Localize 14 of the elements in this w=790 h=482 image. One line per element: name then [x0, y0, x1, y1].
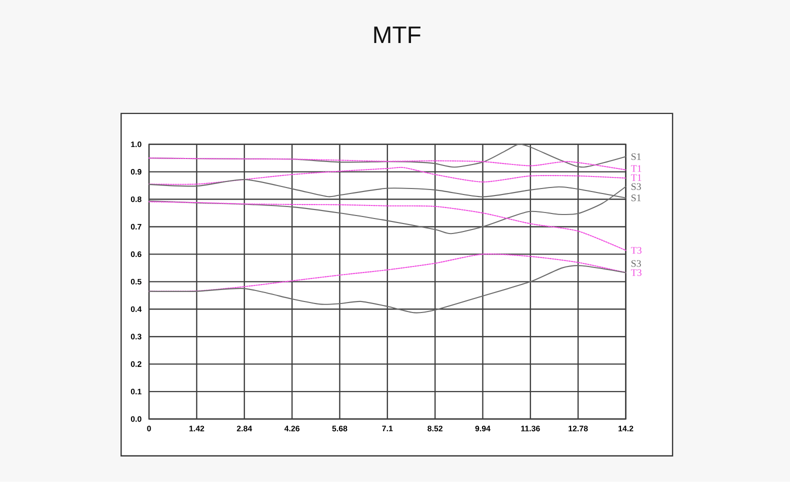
series-label: S1 [631, 194, 641, 202]
line-series [148, 201, 626, 252]
line-series [148, 167, 626, 186]
series-label: T1 [631, 165, 642, 172]
line-series [148, 265, 626, 314]
series-label: S1 [631, 153, 641, 160]
line-series [148, 158, 626, 171]
series-label: T3 [631, 247, 642, 254]
chart-title: MTF [374, 26, 420, 44]
series-label: T3 [631, 269, 642, 276]
series-label: S3 [631, 260, 641, 268]
line-series [148, 144, 626, 168]
series-label: S3 [631, 183, 641, 190]
series-label: T1 [631, 174, 642, 181]
